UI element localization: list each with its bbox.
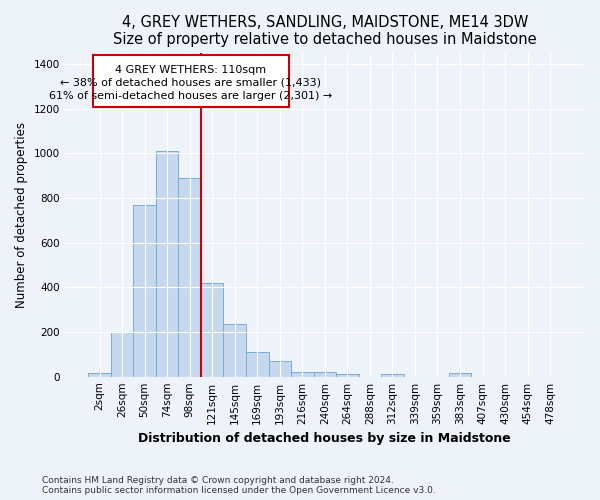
Bar [88,372,111,376]
FancyBboxPatch shape [93,55,289,108]
Text: 61% of semi-detached houses are larger (2,301) →: 61% of semi-detached houses are larger (… [49,90,332,101]
Bar [111,332,133,376]
Y-axis label: Number of detached properties: Number of detached properties [15,122,28,308]
Text: ← 38% of detached houses are smaller (1,433): ← 38% of detached houses are smaller (1,… [61,78,322,88]
Bar [246,352,269,376]
Bar [133,204,156,376]
Bar [449,372,471,376]
Bar [156,151,178,376]
X-axis label: Distribution of detached houses by size in Maidstone: Distribution of detached houses by size … [139,432,511,445]
Text: 4 GREY WETHERS: 110sqm: 4 GREY WETHERS: 110sqm [115,65,266,75]
Bar [269,362,291,376]
Bar [291,372,314,376]
Bar [381,374,404,376]
Bar [201,283,223,376]
Title: 4, GREY WETHERS, SANDLING, MAIDSTONE, ME14 3DW
Size of property relative to deta: 4, GREY WETHERS, SANDLING, MAIDSTONE, ME… [113,15,536,48]
Bar [223,324,246,376]
Bar [314,372,336,376]
Bar [336,374,359,376]
Bar [178,178,201,376]
Text: Contains HM Land Registry data © Crown copyright and database right 2024.
Contai: Contains HM Land Registry data © Crown c… [42,476,436,495]
